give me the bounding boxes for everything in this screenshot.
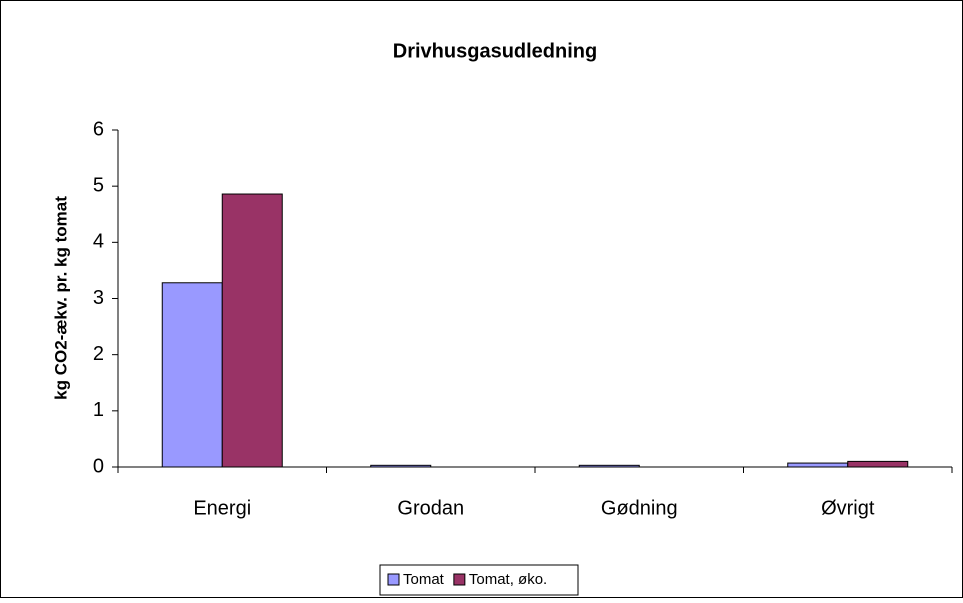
y-tick-label: 2 [93,343,104,365]
x-tick-label: Gødning [601,497,678,519]
y-tick-label: 0 [93,455,104,477]
legend-swatch [387,573,400,586]
x-tick-label: Øvrigt [821,497,875,519]
chart-title: Drivhusgasudledning [393,40,597,62]
y-tick-label: 1 [93,399,104,421]
bar [221,193,283,468]
legend-box [379,564,579,596]
bar [787,462,849,468]
legend-swatch [453,573,466,586]
legend-label: Tomat [403,571,445,588]
bar [847,460,909,468]
y-tick-label: 5 [93,174,104,196]
y-axis-label: kg CO2-ækv. pr. kg tomat [51,196,70,400]
x-tick-label: Energi [193,497,251,519]
bar [161,282,223,468]
y-tick-label: 6 [93,118,104,140]
legend-label: Tomat, øko. [469,571,547,588]
x-tick-label: Grodan [397,497,464,519]
y-tick-label: 3 [93,287,104,309]
y-tick-label: 4 [93,231,104,253]
